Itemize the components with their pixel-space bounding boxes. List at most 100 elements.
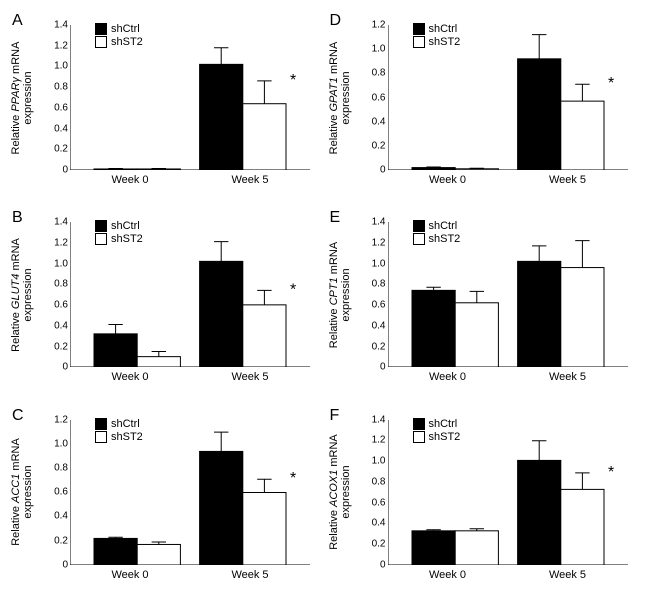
y-tick-label: 0.8 <box>360 279 386 290</box>
chart-area: shCtrlshST2Relative GLUT4 mRNAexpression… <box>70 222 310 367</box>
bar-st2 <box>455 169 498 170</box>
y-tick-label: 0.6 <box>42 102 68 113</box>
bar-ctrl <box>412 291 455 368</box>
bar-ctrl <box>412 168 455 170</box>
panel-F: FshCtrlshST2Relative ACOX1 mRNAexpressio… <box>328 405 641 597</box>
y-tick-label: 1.2 <box>42 238 68 249</box>
y-tick-label: 0.2 <box>360 140 386 151</box>
y-tick-label: 0.4 <box>42 320 68 331</box>
y-tick-label: 0.6 <box>360 92 386 103</box>
x-tick-label: Week 0 <box>111 174 148 186</box>
bar-st2 <box>137 169 180 170</box>
y-tick-label: 0.6 <box>42 487 68 498</box>
y-axis-label: Relative CPT1 mRNAexpression <box>328 225 352 365</box>
y-tick-label: 0.4 <box>360 116 386 127</box>
x-tick-label: Week 0 <box>111 569 148 581</box>
y-tick-label: 0.2 <box>360 538 386 549</box>
plot-svg: * <box>388 420 628 565</box>
x-labels: Week 0Week 5 <box>70 371 310 383</box>
y-ticks: 00.20.40.60.81.01.21.4 <box>42 25 68 170</box>
bar-st2 <box>243 305 286 367</box>
bar-st2 <box>137 544 180 565</box>
y-ticks: 00.20.40.60.81.01.21.4 <box>360 222 386 367</box>
y-axis-label: Relative GLUT4 mRNAexpression <box>10 225 34 365</box>
bar-st2 <box>137 357 180 367</box>
bar-ctrl <box>94 538 137 565</box>
x-tick-label: Week 5 <box>231 174 268 186</box>
y-tick-label: 0.2 <box>42 535 68 546</box>
significance-star: * <box>290 470 296 487</box>
x-tick-label: Week 5 <box>231 569 268 581</box>
chart-area: shCtrlshST2Relative ACOX1 mRNAexpression… <box>388 420 628 565</box>
y-tick-label: 1.0 <box>42 258 68 269</box>
x-tick-label: Week 0 <box>429 371 466 383</box>
y-tick-label: 0.6 <box>42 300 68 311</box>
chart-area: shCtrlshST2Relative GPAT1 mRNAexpression… <box>388 25 628 170</box>
panel-D: DshCtrlshST2Relative GPAT1 mRNAexpressio… <box>328 10 641 202</box>
chart-grid: AshCtrlshST2Relative PPARγ mRNAexpressio… <box>10 10 640 597</box>
y-axis-label: Relative ACOX1 mRNAexpression <box>328 422 352 562</box>
y-tick-label: 0.4 <box>42 511 68 522</box>
y-tick-label: 0.2 <box>42 144 68 155</box>
y-tick-label: 0.6 <box>360 497 386 508</box>
bar-ctrl <box>517 262 560 368</box>
y-tick-label: 0 <box>360 165 386 176</box>
y-ticks: 00.20.40.60.81.01.2 <box>42 420 68 565</box>
y-tick-label: 0.2 <box>42 341 68 352</box>
y-tick-label: 1.0 <box>42 61 68 72</box>
bar-ctrl <box>94 169 137 170</box>
bar-st2 <box>243 104 286 170</box>
panel-C: CshCtrlshST2Relative ACC1 mRNAexpression… <box>10 405 323 597</box>
y-tick-label: 1.2 <box>360 238 386 249</box>
y-tick-label: 1.0 <box>42 438 68 449</box>
y-tick-label: 1.4 <box>360 414 386 425</box>
y-tick-label: 0.8 <box>360 476 386 487</box>
bar-ctrl <box>412 530 455 564</box>
x-labels: Week 0Week 5 <box>388 371 628 383</box>
y-tick-label: 1.4 <box>42 217 68 228</box>
bar-ctrl <box>200 262 243 368</box>
y-tick-label: 0 <box>42 165 68 176</box>
panel-B: BshCtrlshST2Relative GLUT4 mRNAexpressio… <box>10 207 323 399</box>
y-tick-label: 1.0 <box>360 456 386 467</box>
x-labels: Week 0 Week 5 <box>70 569 310 581</box>
plot-svg <box>388 222 628 367</box>
bar-ctrl <box>200 451 243 565</box>
y-tick-label: 0 <box>42 362 68 373</box>
y-tick-label: 0.4 <box>360 518 386 529</box>
y-tick-label: 1.2 <box>360 435 386 446</box>
y-tick-label: 0.4 <box>42 123 68 134</box>
y-tick-label: 0 <box>360 362 386 373</box>
x-labels: Week 0 Week 5 <box>388 569 628 581</box>
y-tick-label: 1.0 <box>360 44 386 55</box>
significance-star: * <box>608 75 614 92</box>
y-tick-label: 1.0 <box>360 258 386 269</box>
chart-area: shCtrlshST2Relative PPARγ mRNAexpression… <box>70 25 310 170</box>
panel-A: AshCtrlshST2Relative PPARγ mRNAexpressio… <box>10 10 323 202</box>
bar-st2 <box>560 101 603 170</box>
y-tick-label: 0.8 <box>42 463 68 474</box>
x-tick-label: Week 5 <box>231 371 268 383</box>
x-tick-label: Week 0 <box>429 569 466 581</box>
bar-st2 <box>560 489 603 565</box>
chart-area: shCtrlshST2Relative ACC1 mRNAexpression0… <box>70 420 310 565</box>
significance-star: * <box>608 463 614 480</box>
y-axis-label: Relative PPARγ mRNAexpression <box>10 28 34 168</box>
y-tick-label: 0.2 <box>360 341 386 352</box>
y-tick-label: 0.6 <box>360 300 386 311</box>
y-tick-label: 0.8 <box>42 279 68 290</box>
y-tick-label: 1.4 <box>360 217 386 228</box>
bar-ctrl <box>94 334 137 367</box>
bar-st2 <box>243 492 286 565</box>
significance-star: * <box>290 282 296 299</box>
x-tick-label: Week 5 <box>549 569 586 581</box>
y-ticks: 00.20.40.60.81.01.21.4 <box>360 420 386 565</box>
bar-st2 <box>455 530 498 564</box>
chart-area: shCtrlshST2Relative CPT1 mRNAexpression0… <box>388 222 628 367</box>
y-axis-label: Relative GPAT1 mRNAexpression <box>328 28 352 168</box>
y-tick-label: 1.2 <box>42 414 68 425</box>
x-labels: Week 0 Week 5 <box>70 174 310 186</box>
bar-st2 <box>560 268 603 367</box>
y-tick-label: 0 <box>360 559 386 570</box>
x-tick-label: Week 5 <box>549 174 586 186</box>
